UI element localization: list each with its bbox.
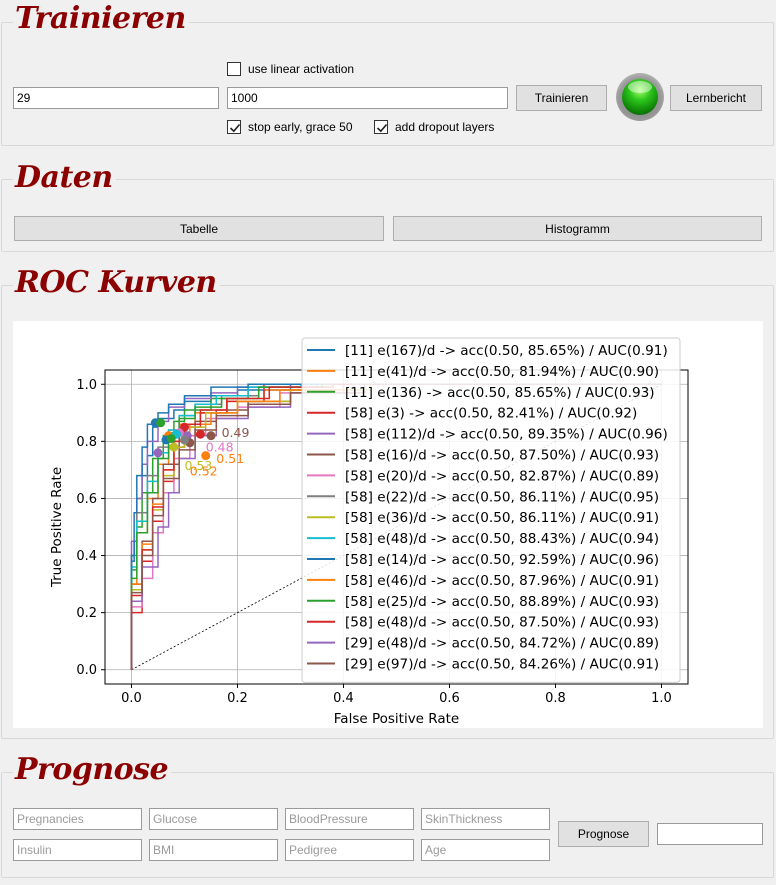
roc-curve-line xyxy=(130,383,662,670)
table-button[interactable]: Tabelle xyxy=(14,216,384,241)
epochs-input[interactable]: 1000 xyxy=(227,87,508,109)
y-tick-label: 1.0 xyxy=(76,378,97,393)
threshold-marker xyxy=(201,451,211,461)
legend-entry-label: [58] e(48)/d -> acc(0.50, 88.43%) / AUC(… xyxy=(345,531,659,547)
legend-entry-label: [11] e(167)/d -> acc(0.50, 85.65%) / AUC… xyxy=(345,343,668,359)
x-tick-label: 1.0 xyxy=(651,691,672,706)
checkmark-icon xyxy=(229,123,241,133)
training-group xyxy=(1,22,774,146)
x-tick-label: 0.8 xyxy=(545,691,566,706)
threshold-annotation: 0.48 xyxy=(206,439,234,454)
linear-activation-checkbox[interactable]: use linear activation xyxy=(227,62,354,76)
y-tick-label: 0.8 xyxy=(76,435,97,450)
prediction-group xyxy=(1,772,774,878)
skin-thickness-input[interactable]: SkinThickness xyxy=(421,808,550,830)
legend-entry-label: [11] e(41)/d -> acc(0.50, 81.94%) / AUC(… xyxy=(345,364,659,380)
status-light-gloss xyxy=(628,81,652,93)
dropout-label: add dropout layers xyxy=(395,120,495,134)
prediction-button[interactable]: Prognose xyxy=(558,821,649,847)
y-tick-label: 0.0 xyxy=(76,663,97,678)
threshold-marker xyxy=(180,422,189,432)
threshold-marker xyxy=(206,431,216,441)
train-button[interactable]: Trainieren xyxy=(516,85,607,111)
linear-activation-label: use linear activation xyxy=(248,62,355,76)
x-tick-label: 0.2 xyxy=(227,691,248,706)
legend-entry-label: [58] e(25)/d -> acc(0.50, 88.89%) / AUC(… xyxy=(345,594,659,610)
threshold-marker xyxy=(156,418,166,428)
stop-early-checkbox-box[interactable] xyxy=(227,120,241,134)
checkmark-icon xyxy=(376,123,388,133)
legend-entry-label: [11] e(136) -> acc(0.50, 85.65%) / AUC(0… xyxy=(345,385,655,401)
data-title: Daten xyxy=(13,163,116,193)
roc-curve-line xyxy=(130,383,662,670)
legend-entry-label: [58] e(48)/d -> acc(0.50, 87.50%) / AUC(… xyxy=(345,615,659,631)
layers-input[interactable]: 29 xyxy=(13,87,219,109)
threshold-marker xyxy=(153,448,163,458)
legend-entry-label: [29] e(48)/d -> acc(0.50, 84.72%) / AUC(… xyxy=(345,636,659,652)
x-tick-label: 0.4 xyxy=(333,691,354,706)
legend-entry-label: [58] e(112)/d -> acc(0.50, 89.35%) / AUC… xyxy=(345,427,668,443)
blood-pressure-input[interactable]: BloodPressure xyxy=(285,808,414,830)
legend-entry-label: [58] e(20)/d -> acc(0.50, 82.87%) / AUC(… xyxy=(345,468,659,484)
legend-entry-label: [58] e(3) -> acc(0.50, 82.41%) / AUC(0.9… xyxy=(345,406,637,422)
training-status-light xyxy=(616,73,664,121)
threshold-annotation: 0.49 xyxy=(222,425,250,440)
threshold-marker xyxy=(195,429,205,439)
threshold-marker xyxy=(166,434,176,444)
legend-entry-label: [58] e(22)/d -> acc(0.50, 86.11%) / AUC(… xyxy=(345,489,659,505)
roc-chart: 0.49 0.48 0.51 0.53 0.52 0.0 0.2 0.4 0.6 0.8 1.0 0.… xyxy=(13,321,763,728)
linear-activation-checkbox-box[interactable] xyxy=(227,62,241,76)
roc-group xyxy=(1,285,774,739)
histogram-button[interactable]: Histogramm xyxy=(393,216,762,241)
roc-chart-svg: 0.490.480.510.530.52 0.0 0.2 0.4 0.6 0.8 1.0 0.… xyxy=(49,337,689,727)
threshold-marker xyxy=(169,442,179,452)
y-tick-label: 0.4 xyxy=(76,549,97,564)
x-axis-label: False Positive Rate xyxy=(334,711,459,727)
y-tick-label: 0.2 xyxy=(76,606,97,621)
prediction-result-field[interactable] xyxy=(657,823,763,845)
glucose-input[interactable]: Glucose xyxy=(149,808,278,830)
training-title: Trainieren xyxy=(13,4,189,34)
pregnancies-input[interactable]: Pregnancies xyxy=(13,808,142,830)
legend-entry-label: [58] e(16)/d -> acc(0.50, 87.50%) / AUC(… xyxy=(345,448,659,464)
threshold-annotation: 0.51 xyxy=(216,451,244,466)
dropout-checkbox-box[interactable] xyxy=(374,120,388,134)
x-tick-label: 0.0 xyxy=(121,691,142,706)
threshold-annotation: 0.52 xyxy=(190,464,218,479)
pedigree-input[interactable]: Pedigree xyxy=(285,839,414,861)
threshold-marker xyxy=(180,435,189,445)
y-tick-label: 0.6 xyxy=(76,492,97,507)
status-light-lamp xyxy=(622,79,658,115)
x-tick-label: 0.6 xyxy=(439,691,460,706)
legend-entry-label: [58] e(14)/d -> acc(0.50, 92.59%) / AUC(… xyxy=(345,552,659,568)
training-report-button[interactable]: Lernbericht xyxy=(670,85,762,111)
bmi-input[interactable]: BMI xyxy=(149,839,278,861)
dropout-checkbox[interactable]: add dropout layers xyxy=(374,120,494,134)
stop-early-label: stop early, grace 50 xyxy=(248,120,353,134)
data-group xyxy=(1,179,774,252)
legend-box xyxy=(301,337,681,683)
age-input[interactable]: Age xyxy=(421,839,550,861)
legend-entry-label: [58] e(46)/d -> acc(0.50, 87.96%) / AUC(… xyxy=(345,573,659,589)
insulin-input[interactable]: Insulin xyxy=(13,839,142,861)
threshold-annotation: 0.53 xyxy=(185,458,213,473)
legend-entry-label: [29] e(97)/d -> acc(0.50, 84.26%) / AUC(… xyxy=(345,657,659,673)
roc-title: ROC Kurven xyxy=(13,268,220,298)
y-axis-label: True Positive Rate xyxy=(49,467,65,588)
stop-early-checkbox[interactable]: stop early, grace 50 xyxy=(227,120,353,134)
prediction-title: Prognose xyxy=(13,755,172,785)
legend-entry-label: [58] e(36)/d -> acc(0.50, 86.11%) / AUC(… xyxy=(345,510,659,526)
